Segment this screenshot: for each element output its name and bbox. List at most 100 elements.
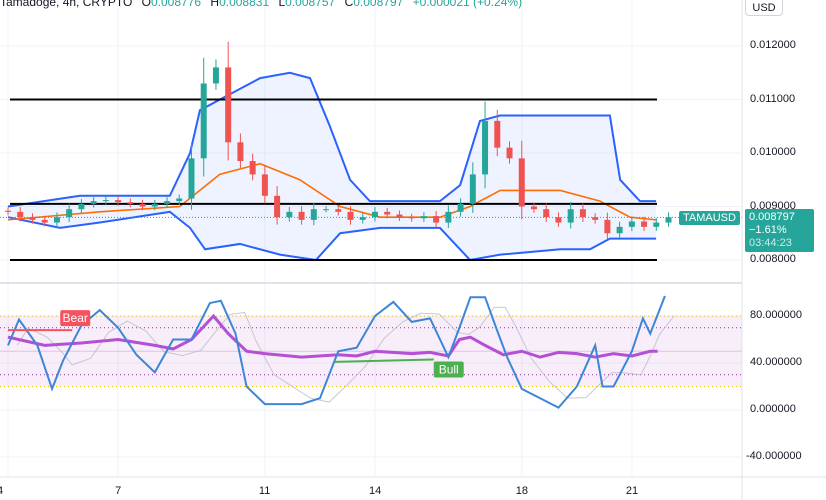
time-axis-label: 7 bbox=[115, 485, 122, 497]
price-axis-label: 0.008000 bbox=[750, 253, 796, 265]
time-axis-label: 14 bbox=[369, 485, 382, 497]
candle-body bbox=[408, 217, 415, 219]
oscillator-axis-label: -40.000000 bbox=[746, 450, 802, 462]
candle-body bbox=[237, 142, 244, 162]
candle bbox=[530, 202, 537, 213]
candle bbox=[261, 164, 268, 204]
candle bbox=[445, 205, 452, 228]
candle-body bbox=[90, 201, 97, 204]
candle-body bbox=[433, 216, 440, 223]
close-label: C bbox=[344, 0, 354, 9]
candle-body bbox=[604, 219, 611, 234]
candle-body bbox=[347, 211, 354, 220]
candle bbox=[543, 203, 550, 223]
candle-body bbox=[139, 203, 146, 207]
candle-body bbox=[384, 211, 391, 215]
candle bbox=[371, 207, 378, 222]
candle bbox=[53, 212, 60, 227]
price-axis-label: 0.011000 bbox=[750, 92, 796, 105]
candle bbox=[555, 212, 562, 227]
candle-body bbox=[506, 147, 513, 159]
candle bbox=[176, 194, 183, 205]
oscillator-axis-label: 80.000000 bbox=[750, 309, 802, 321]
candle bbox=[164, 197, 171, 208]
candle bbox=[653, 218, 660, 231]
candle bbox=[274, 186, 281, 225]
candle-body bbox=[102, 200, 109, 202]
candle-body bbox=[323, 209, 330, 211]
candle bbox=[665, 212, 672, 227]
high-value: 0.008831 bbox=[219, 0, 270, 9]
label-box bbox=[433, 361, 464, 378]
candle bbox=[628, 216, 635, 232]
candle-body bbox=[641, 221, 648, 227]
candle-body bbox=[592, 217, 599, 220]
candle-body bbox=[555, 217, 562, 223]
candle bbox=[78, 199, 85, 214]
price-pane[interactable] bbox=[0, 41, 742, 262]
candle bbox=[457, 198, 464, 217]
change-value: +0.000021 (+0.24%) bbox=[412, 0, 523, 9]
candle bbox=[310, 202, 317, 226]
candle bbox=[359, 213, 366, 224]
candle bbox=[139, 199, 146, 211]
candle bbox=[127, 198, 134, 208]
candle-body bbox=[616, 226, 623, 234]
candle-body bbox=[628, 221, 635, 227]
label-text: Bull bbox=[439, 362, 459, 376]
candle bbox=[433, 210, 440, 228]
candle bbox=[408, 213, 415, 222]
candle-body bbox=[29, 217, 36, 220]
stoch-line bbox=[7, 295, 666, 409]
candle-body bbox=[567, 209, 574, 223]
candle bbox=[225, 41, 232, 161]
time-axis-label: 4 bbox=[0, 485, 4, 497]
candle-body bbox=[127, 202, 134, 204]
bollinger-fill bbox=[8, 72, 657, 260]
last-price-tag: 0.008797 −1.61% 03:44:23 bbox=[745, 209, 814, 252]
candle-body bbox=[653, 222, 660, 227]
candle bbox=[151, 199, 158, 211]
bull-label: Bull bbox=[433, 361, 464, 378]
candle-body bbox=[286, 211, 293, 218]
candle-body bbox=[371, 211, 378, 218]
open-value: 0.008776 bbox=[150, 0, 202, 9]
oscillator-axis-label: 40.000000 bbox=[750, 356, 802, 368]
candle-body bbox=[66, 209, 73, 218]
close-value: 0.008797 bbox=[353, 0, 404, 9]
candle-body bbox=[445, 211, 452, 223]
low-label: L bbox=[278, 0, 286, 9]
candle-body bbox=[665, 217, 672, 223]
candle-body bbox=[225, 67, 232, 143]
bar-countdown: 03:44:23 bbox=[749, 237, 792, 249]
time-axis-label: 21 bbox=[625, 485, 639, 497]
candle bbox=[384, 207, 391, 219]
time-axis-label: 11 bbox=[258, 485, 271, 497]
change-percent: −1.61% bbox=[749, 224, 787, 236]
symbol-header: Tamadoge, 4h, CRYPTO O0.008776 H0.008831… bbox=[0, 0, 522, 9]
candle-body bbox=[78, 203, 85, 210]
candle-body bbox=[261, 174, 268, 196]
oscillator-pane[interactable]: Bear Bull bbox=[0, 295, 742, 409]
candle-body bbox=[482, 120, 489, 175]
price-axis-label: 0.009000 bbox=[750, 199, 796, 212]
candle-body bbox=[5, 210, 11, 212]
candle bbox=[506, 141, 513, 164]
price-axis-label: 0.010000 bbox=[750, 146, 796, 158]
bear-label: Bear bbox=[60, 310, 91, 327]
candle-body bbox=[17, 211, 24, 218]
low-value: 0.008757 bbox=[285, 0, 336, 9]
candle-body bbox=[41, 219, 48, 223]
label-text: Bear bbox=[63, 311, 88, 325]
open-label: O bbox=[141, 0, 151, 9]
candle-body bbox=[457, 203, 464, 212]
candle-body bbox=[530, 206, 537, 210]
candle-body bbox=[518, 158, 525, 207]
candle-body bbox=[212, 67, 219, 84]
candle bbox=[604, 212, 611, 240]
currency-button[interactable]: USD bbox=[745, 0, 783, 16]
candle bbox=[335, 205, 342, 216]
candle bbox=[90, 197, 97, 208]
candle-body bbox=[335, 209, 342, 212]
